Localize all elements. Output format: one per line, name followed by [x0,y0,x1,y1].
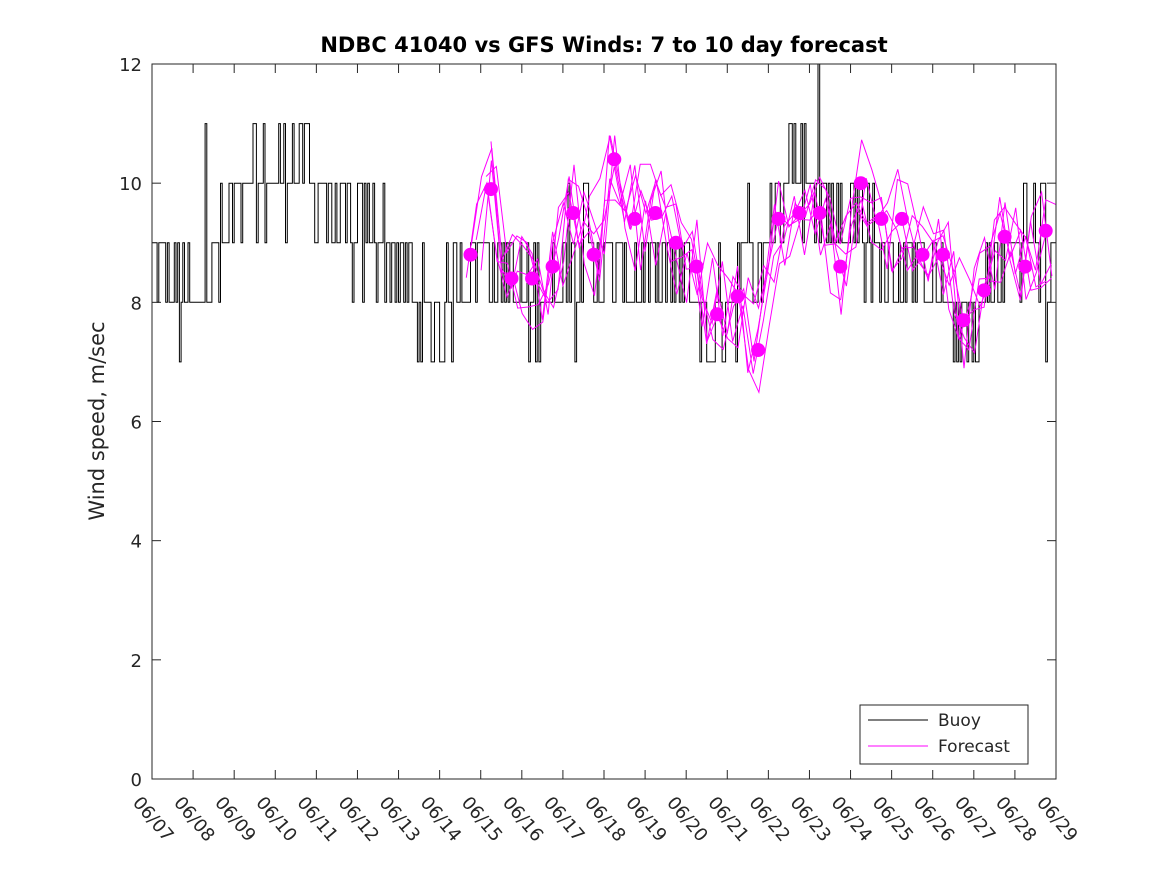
forecast-point [689,259,704,274]
x-tick-label: 06/07 [128,793,177,846]
y-tick-label: 2 [131,651,142,672]
x-tick-label: 06/20 [662,793,711,846]
plot-area-frame [151,63,1057,780]
x-tick-label: 06/15 [457,793,506,846]
x-tick-label: 06/10 [251,793,300,846]
forecast-point [525,271,540,286]
forecast-point [1018,259,1033,274]
y-tick-label: 8 [131,293,142,314]
x-tick-label: 06/13 [375,793,424,846]
legend-label-buoy: Buoy [938,711,981,731]
data-layer [152,63,1057,395]
forecast-point [627,211,642,226]
y-tick-label: 6 [131,413,142,434]
x-tick-label: 06/09 [210,793,259,846]
buoy-series-line [152,63,1056,363]
forecast-point [915,247,930,262]
forecast-point [586,247,601,262]
forecast-point [668,235,683,250]
forecast-point [997,229,1012,244]
x-tick-label: 06/18 [580,793,629,846]
forecast-point [956,313,971,328]
forecast-point [566,206,581,220]
chart-title: NDBC 41040 vs GFS Winds: 7 to 10 day for… [320,33,887,57]
forecast-point [1038,223,1053,238]
forecast-point [771,211,786,226]
forecast-point [894,211,909,226]
y-tick-label: 0 [131,770,142,791]
forecast-point [833,259,848,274]
x-tick-label: 06/28 [991,793,1040,846]
y-tick-label: 10 [119,174,142,195]
y-tick-label: 4 [131,532,142,553]
forecast-point [977,283,992,298]
forecast-point [874,211,889,226]
forecast-point [730,289,745,304]
forecast-point [792,206,807,220]
forecast-point [751,343,766,357]
legend-label-forecast: Forecast [938,737,1010,757]
x-tick-label: 06/23 [786,793,835,846]
forecast-ensemble-line [470,139,1047,395]
x-tick-label: 06/21 [703,793,752,846]
forecast-point [853,176,868,191]
y-axis: 0 2 4 6 8 10 12 [119,55,1056,791]
x-tick-label: 06/19 [621,793,670,846]
forecast-point [607,152,622,167]
y-axis-label: Wind speed, m/sec [85,321,109,520]
x-tick-label: 06/14 [416,793,465,846]
x-tick-label: 06/12 [334,793,383,846]
x-tick-label: 06/08 [169,793,218,846]
forecast-point [648,206,663,220]
forecast-point [504,271,519,286]
x-tick-label: 06/16 [498,793,547,846]
forecast-point [710,307,724,322]
x-tick-label: 06/25 [868,793,917,846]
legend-box [859,704,1029,765]
x-tick-label: 06/11 [293,793,342,846]
x-tick-label: 06/24 [827,793,876,846]
x-tick-label: 06/17 [539,793,588,846]
forecast-point [936,247,950,262]
forecast-point [484,182,498,197]
forecast-point [545,259,560,274]
legend: Buoy Forecast [859,704,1029,765]
x-tick-label: 06/26 [909,793,958,846]
x-tick-label: 06/22 [745,793,794,846]
forecast-point [812,206,827,220]
forecast-ensemble-line [490,141,1057,373]
forecast-point [463,247,478,262]
x-tick-label: 06/27 [950,793,999,846]
y-tick-label: 12 [119,55,142,76]
x-tick-label: 06/29 [1032,793,1081,846]
